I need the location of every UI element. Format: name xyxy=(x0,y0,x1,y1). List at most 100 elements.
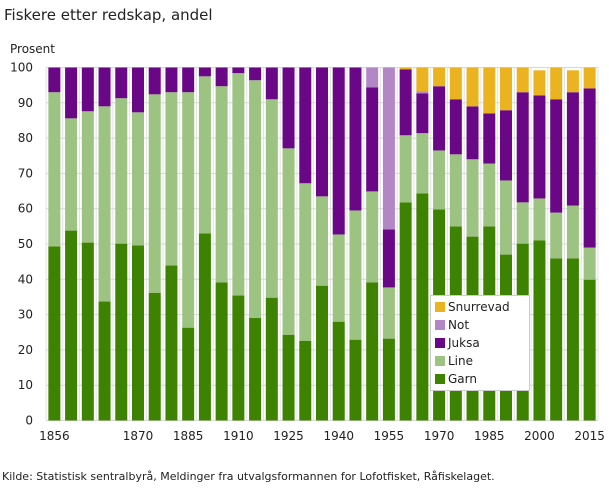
bar-garn-11 xyxy=(232,295,245,421)
bar-juksa-15 xyxy=(299,67,312,184)
x-tick-label: 1970 xyxy=(424,429,455,443)
bar-garn-29 xyxy=(533,240,546,421)
legend-label: Juksa xyxy=(448,336,480,350)
bar-line-24 xyxy=(449,154,462,227)
bar-line-13 xyxy=(265,99,278,298)
bar-garn-7 xyxy=(165,265,178,421)
x-tick-label: 2015 xyxy=(574,429,605,443)
bar-juksa-19 xyxy=(366,87,379,192)
bar-not-19 xyxy=(366,67,379,88)
bar-garn-12 xyxy=(249,317,262,421)
bar-juksa-17 xyxy=(332,67,345,235)
x-tick-label: 1856 xyxy=(39,429,70,443)
bar-line-6 xyxy=(148,94,161,293)
bar-line-22 xyxy=(416,133,429,194)
bar-garn-2 xyxy=(81,242,94,421)
bar-juksa-21 xyxy=(399,69,412,136)
bar-garn-22 xyxy=(416,193,429,421)
x-tick-label: 1940 xyxy=(323,429,354,443)
bar-snurrevad-31 xyxy=(566,70,579,93)
bar-juksa-2 xyxy=(81,67,94,112)
bar-line-19 xyxy=(366,191,379,283)
bar-juksa-18 xyxy=(349,67,362,211)
bar-line-29 xyxy=(533,198,546,241)
legend-item-juksa: Juksa xyxy=(435,334,525,352)
y-tick-label: 80 xyxy=(18,131,33,145)
legend-swatch xyxy=(435,356,445,366)
bar-line-1 xyxy=(65,118,78,231)
bar-line-5 xyxy=(132,112,144,246)
bar-garn-1 xyxy=(65,230,78,421)
bar-garn-0 xyxy=(48,246,61,421)
bar-juksa-4 xyxy=(115,67,128,99)
y-tick-label: 20 xyxy=(18,343,33,357)
bar-garn-10 xyxy=(215,282,228,421)
bar-line-32 xyxy=(583,247,596,280)
bar-juksa-22 xyxy=(416,93,429,134)
bar-not-22 xyxy=(416,91,429,94)
legend-swatch xyxy=(435,338,445,348)
bar-line-21 xyxy=(399,135,412,203)
bar-line-10 xyxy=(215,86,228,283)
legend-label: Line xyxy=(448,354,474,368)
bar-juksa-14 xyxy=(282,67,295,149)
bar-snurrevad-30 xyxy=(550,67,563,100)
bar-juksa-9 xyxy=(198,67,211,77)
bar-juksa-12 xyxy=(249,67,262,81)
bar-garn-13 xyxy=(265,297,278,421)
y-tick-label: 90 xyxy=(18,96,33,110)
y-axis-label: Prosent xyxy=(10,42,55,56)
bar-garn-8 xyxy=(182,327,195,421)
legend-item-line: Line xyxy=(435,352,525,370)
bar-snurrevad-26 xyxy=(483,67,496,114)
y-tick-label: 30 xyxy=(18,308,33,322)
bar-juksa-10 xyxy=(215,67,228,87)
bar-juksa-28 xyxy=(516,92,529,203)
y-tick-label: 0 xyxy=(25,414,33,428)
bar-juksa-16 xyxy=(316,67,328,197)
source-note: Kilde: Statistisk sentralbyrå, Meldinger… xyxy=(2,470,495,483)
bar-juksa-6 xyxy=(148,67,161,95)
legend-label: Garn xyxy=(448,372,477,386)
bar-snurrevad-25 xyxy=(466,67,479,107)
bar-garn-14 xyxy=(282,334,295,421)
bar-line-8 xyxy=(182,92,195,328)
legend: Snurrevad Not Juksa Line Garn xyxy=(430,295,530,391)
bar-line-11 xyxy=(232,73,245,296)
y-tick-label: 70 xyxy=(18,166,33,180)
bar-snurrevad-24 xyxy=(449,67,462,100)
bar-juksa-0 xyxy=(48,67,61,93)
legend-swatch xyxy=(435,374,445,384)
bar-garn-32 xyxy=(583,279,596,421)
bar-snurrevad-23 xyxy=(433,67,446,87)
legend-label: Snurrevad xyxy=(448,300,510,314)
bar-line-23 xyxy=(433,150,446,210)
bar-line-17 xyxy=(332,234,345,322)
bar-juksa-7 xyxy=(165,67,178,93)
y-tick-label: 100 xyxy=(10,61,33,75)
legend-swatch xyxy=(435,320,445,330)
bar-line-2 xyxy=(81,111,94,243)
bar-juksa-29 xyxy=(533,95,546,199)
bar-garn-3 xyxy=(98,301,111,421)
legend-item-not: Not xyxy=(435,316,525,334)
bar-line-26 xyxy=(483,163,496,227)
x-tick-label: 2000 xyxy=(524,429,555,443)
bar-juksa-5 xyxy=(132,67,144,113)
bar-garn-30 xyxy=(550,258,563,421)
bar-snurrevad-27 xyxy=(500,67,512,111)
bar-snurrevad-29 xyxy=(533,70,546,96)
bar-juksa-26 xyxy=(483,113,496,164)
bar-line-28 xyxy=(516,202,529,244)
bar-line-4 xyxy=(115,98,128,244)
bar-garn-9 xyxy=(198,233,211,421)
x-tick-label: 1870 xyxy=(123,429,154,443)
bar-line-3 xyxy=(98,106,111,302)
bar-garn-18 xyxy=(349,339,362,421)
bar-garn-15 xyxy=(299,340,312,421)
bar-juksa-30 xyxy=(550,99,563,213)
legend-item-garn: Garn xyxy=(435,370,525,388)
bar-line-30 xyxy=(550,212,563,259)
bar-snurrevad-32 xyxy=(583,67,596,89)
